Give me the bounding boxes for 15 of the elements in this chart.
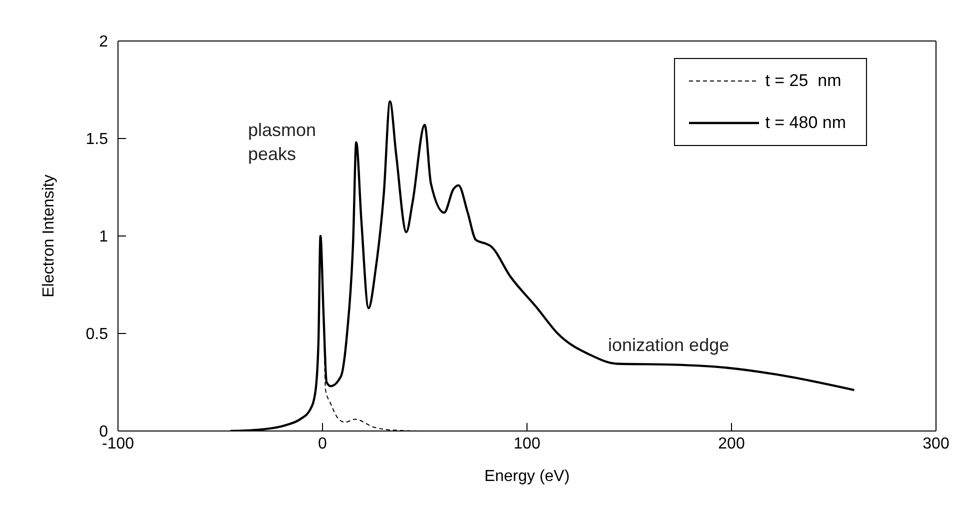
y-tick-label: 1.5 (86, 131, 108, 148)
y-tick-label: 1 (99, 228, 108, 246)
annotation: plasmon peaks (248, 119, 318, 166)
legend-label: t = 480 nm (765, 113, 846, 133)
x-tick-label: 100 (514, 435, 540, 452)
legend-label: t = 25 nm (765, 71, 842, 91)
x-tick-label: 200 (718, 435, 745, 452)
y-tick-label: 0.5 (86, 326, 108, 344)
y-tick-label: 2 (99, 34, 108, 51)
x-tick-label: 0 (318, 435, 328, 452)
y-axis-title: Electron Intensity (40, 174, 58, 298)
y-tick-label: 0 (99, 424, 108, 441)
x-tick-label: 300 (922, 435, 950, 452)
x-axis-title: Energy (eV) (484, 468, 570, 485)
annotation: ionization edge (608, 334, 730, 357)
